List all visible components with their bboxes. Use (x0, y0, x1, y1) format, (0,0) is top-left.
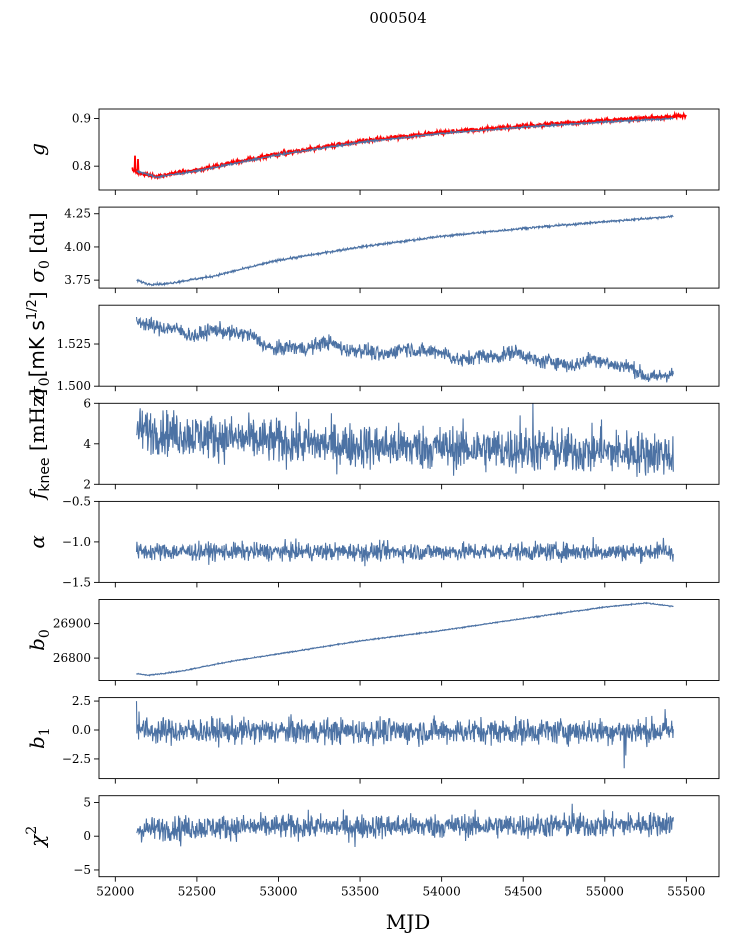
panels: 0.8 0.9 g 3.75 4.00 4.25 σ0 [du] 1.500 1.525 σ0[m… (24, 108, 720, 899)
x-tick-label: 54000 (423, 885, 461, 899)
panel-8: −5 0 5 52000 52500 53000 53500 54000 54500 55000 5… (24, 795, 720, 899)
y-axis-label: σ0[mK s1/2] (25, 291, 53, 400)
series-line-1 (135, 536, 674, 567)
axes-frame (98, 108, 720, 191)
suptitle: 000504 (369, 9, 426, 27)
x-tick-label: 55500 (667, 885, 705, 899)
axes-frame (98, 697, 720, 780)
y-tick-label: 1.500 (57, 379, 91, 393)
panel-1: 0.8 0.9 g (25, 108, 720, 195)
y-tick-label: 4.25 (64, 207, 91, 221)
axes-frame (98, 599, 720, 681)
y-tick-label: 6 (83, 396, 91, 410)
panel-7: −2.5 0.0 2.5 b1 (25, 694, 720, 784)
panel-4: 2 4 6 fknee [mHz] (25, 389, 720, 502)
y-tick-label: 2.5 (72, 694, 91, 708)
y-axis-label: fknee [mHz] (25, 389, 53, 502)
series-line-1 (136, 803, 674, 848)
y-tick-label: −0.5 (62, 494, 91, 508)
x-tick-label: 52500 (178, 885, 216, 899)
series-line-1 (136, 403, 674, 477)
series-line-1 (135, 701, 674, 769)
series-line-2 (136, 116, 674, 179)
y-tick-label: −5 (73, 863, 91, 877)
y-tick-label: 3.75 (64, 273, 91, 287)
y-axis-label: b0 (25, 629, 53, 651)
x-tick-label: 53000 (259, 885, 297, 899)
y-axis-label: σ0 [du] (25, 212, 53, 282)
x-tick-label: 52000 (96, 885, 134, 899)
axes-frame (98, 304, 720, 387)
y-tick-label: −2.5 (62, 752, 91, 766)
y-tick-label: 26900 (53, 617, 91, 631)
y-tick-label: 4 (83, 437, 91, 451)
y-tick-label: 4.00 (64, 240, 91, 254)
x-tick-label: 54500 (504, 885, 542, 899)
y-tick-label: −1.5 (62, 575, 91, 589)
series-line-1 (136, 214, 674, 287)
series-line-1 (131, 110, 687, 181)
x-tick-label: 53500 (341, 885, 379, 899)
axes-frame (98, 500, 720, 583)
y-tick-label: −1.0 (62, 535, 91, 549)
y-tick-label: 0.9 (72, 112, 91, 126)
panel-5: −1.5 −1.0 −0.5 α (25, 494, 720, 589)
y-tick-label: 1.525 (57, 337, 91, 351)
y-tick-label: 0.0 (72, 723, 91, 737)
axes-frame (98, 206, 720, 289)
y-tick-label: 0.8 (72, 159, 91, 173)
series-line-1 (136, 601, 674, 677)
y-tick-label: 2 (83, 477, 91, 491)
y-tick-label: 5 (83, 795, 91, 809)
x-axis-label: MJD (386, 910, 431, 934)
y-tick-label: 0 (83, 829, 91, 843)
y-axis-label: χ2 (24, 826, 49, 849)
y-axis-label: g (25, 143, 49, 156)
panel-3: 1.500 1.525 σ0[mK s1/2] (25, 291, 720, 400)
y-axis-label: α (25, 535, 49, 549)
y-tick-label: 26800 (53, 651, 91, 665)
x-tick-label: 55000 (586, 885, 624, 899)
series-line-1 (135, 316, 674, 383)
y-axis-label: b1 (25, 727, 53, 749)
panel-2: 3.75 4.00 4.25 σ0 [du] (25, 206, 720, 294)
